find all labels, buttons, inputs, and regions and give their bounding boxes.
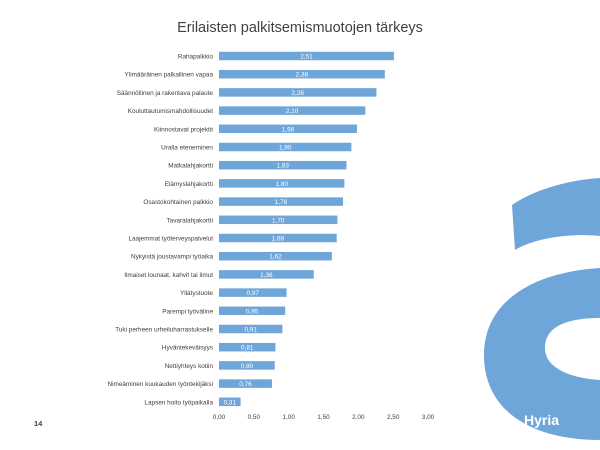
category-labels: Rahapalkkio Ylimääräinen palkallinen vapa… [107, 54, 213, 407]
category-label: Tuki perheen urheiluharrastukselle [115, 327, 213, 334]
bar [219, 288, 287, 297]
category-label: Nykyistä joustavampi työaika [131, 254, 213, 261]
bar [219, 88, 377, 97]
data-label: 1,83 [277, 163, 290, 170]
data-label: 0,91 [244, 327, 257, 334]
category-label: Hyväntekeväisyys [162, 345, 213, 352]
data-labels: 2,51 2,38 2,26 2,10 1,98 1,90 1,83 1,80 1,78 1,70… [224, 54, 314, 407]
logo-letter-a-shape [512, 178, 600, 250]
data-label: 0,81 [241, 345, 254, 352]
data-label: 2,10 [286, 108, 299, 115]
bar [219, 69, 385, 79]
x-tick-label: 0,00 [213, 414, 226, 421]
bar [219, 142, 352, 152]
data-label: 1,36 [260, 272, 273, 279]
category-label: Ylimääräinen palkallinen vapaa [125, 72, 214, 79]
data-label: 1,78 [275, 199, 288, 206]
data-label: 1,98 [282, 126, 295, 133]
data-label: 2,26 [291, 90, 304, 97]
bar [219, 51, 394, 61]
bar [219, 361, 275, 370]
x-tick-label: 2,00 [352, 414, 365, 421]
x-tick-label: 1,00 [282, 414, 295, 421]
category-label: Yllätystuote [180, 290, 213, 297]
bars [219, 51, 394, 407]
bar [219, 379, 272, 388]
logo-letter-a-bowl [484, 268, 600, 440]
slide-title: Erilaisten palkitsemismuotojen tärkeys [177, 20, 423, 36]
data-label: 0,76 [239, 381, 252, 388]
category-label: Säännöllinen ja rakentava palaute [117, 90, 214, 97]
bar [219, 233, 337, 243]
data-label: 0,95 [246, 308, 259, 315]
category-label: Rahapalkkio [178, 54, 214, 61]
bar [219, 179, 345, 188]
data-label: 1,90 [279, 145, 292, 152]
bar [219, 251, 332, 261]
category-label: Kouluttautumismahdollisuudet [128, 108, 213, 115]
data-label: 2,38 [296, 72, 309, 79]
data-label: 1,62 [269, 254, 282, 261]
data-label: 2,51 [300, 54, 313, 61]
category-label: Laajemmat työterveyspalvelut [128, 236, 213, 243]
x-tick-label: 1,50 [317, 414, 330, 421]
bar [219, 106, 366, 115]
x-axis-tick-labels: 0,00 0,50 1,00 1,50 2,00 2,50 3,00 [213, 414, 435, 421]
category-label: Ilmaiset lounaat, kahvit tai limut [124, 272, 213, 279]
bar [219, 306, 286, 316]
category-label: Uralla eteneminen [161, 145, 213, 152]
x-tick-label: 2,50 [387, 414, 400, 421]
bar [219, 160, 347, 170]
x-tick-label: 3,00 [422, 414, 435, 421]
data-label: 1,70 [272, 217, 285, 224]
bar [219, 324, 283, 334]
data-label: 0,97 [247, 290, 260, 297]
category-label: Kiinnostavat projektit [154, 126, 213, 133]
brand-name: Hyria [524, 412, 560, 428]
category-label: Tavaralahjakortti [166, 217, 213, 224]
bar [219, 397, 241, 407]
bar [219, 215, 338, 225]
category-label: Nimeäminen kuukauden työntekijäksi [107, 381, 213, 388]
x-tick-label: 0,50 [248, 414, 261, 421]
bar [219, 197, 344, 206]
category-label: Matkalahjakortti [168, 163, 213, 170]
data-label: 1,80 [275, 181, 288, 188]
bar [219, 342, 276, 352]
bar [219, 270, 314, 279]
data-label: 0,80 [241, 363, 254, 370]
category-label: Lapsen hoito työpaikalla [144, 399, 213, 406]
data-label: 1,69 [272, 236, 285, 243]
data-label: 0,31 [224, 399, 237, 406]
category-label: Elämyslahjakortti [165, 181, 213, 188]
bar [219, 124, 357, 134]
category-label: Nettiyhteys kotiin [165, 363, 214, 370]
page-number: 14 [34, 419, 43, 428]
category-label: Osastokohtainen palkkio [143, 199, 213, 206]
category-label: Parempi työväline [162, 308, 213, 315]
